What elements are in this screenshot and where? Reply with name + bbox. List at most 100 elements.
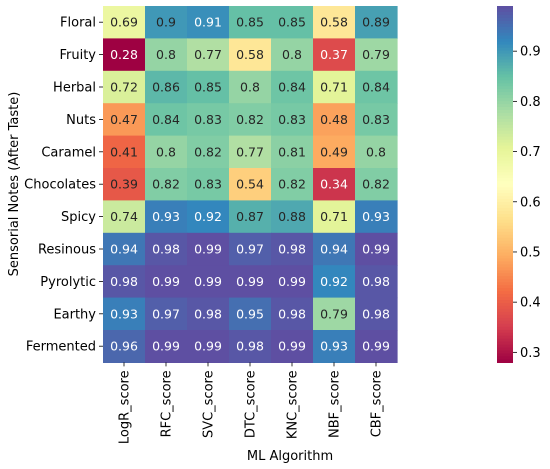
cell-value-label: 0.83 [278,112,306,127]
heatmap-cell [271,70,314,104]
colorbar-segment [497,246,513,251]
y-tick-label: Pyrolytic [40,275,96,290]
cell-value-label: 0.98 [110,274,138,289]
heatmap-cell [187,103,230,137]
y-tick-label: Chocolates [24,178,96,193]
heatmap-cell [145,265,188,299]
colorbar-segment [497,14,513,19]
colorbar-segment [497,311,513,316]
colorbar-segment [497,219,513,224]
colorbar-segment [497,335,513,340]
heatmap-cell [355,168,398,201]
heatmap-cell [271,38,314,72]
colorbar-segment [497,74,513,78]
cell-value-label: 0.99 [362,242,390,257]
colorbar-segment [497,151,513,156]
cell-value-label: 0.84 [362,80,390,95]
colorbar-segment [497,44,513,49]
cell-value-label: 0.98 [278,306,306,321]
cell-value-label: 0.98 [194,306,222,321]
heatmap-cell [313,38,356,72]
heatmap-cell [229,232,272,266]
colorbar-segment [497,285,513,289]
cell-value-label: 0.95 [236,306,264,321]
cell-value-label: 0.84 [152,112,180,127]
cell-value-label: 0.8 [366,144,386,159]
heatmap-cell [313,70,356,104]
colorbar-segment [497,294,513,298]
colorbar-segment [497,234,513,239]
colorbar-segment [497,326,513,331]
heatmap-cell [103,6,146,39]
colorbar-segment [497,121,513,126]
colorbar-segment [497,26,513,31]
cell-value-label: 0.9 [156,15,176,30]
heatmap-cell [355,200,398,234]
colorbar-segment [497,92,513,96]
cell-value-label: 0.49 [320,144,348,159]
heatmap-cell [145,297,188,331]
cell-value-label: 0.93 [320,339,348,354]
colorbar-segment [497,172,513,176]
colorbar-segment [497,104,513,108]
colorbar-segment [497,282,513,286]
cell-value-label: 0.82 [236,112,264,127]
colorbar-segment [497,130,513,135]
heatmap-cell [187,265,230,299]
cell-value-label: 0.48 [320,112,348,127]
colorbar-segment [497,228,513,233]
cell-value-label: 0.93 [362,209,390,224]
x-tick-label: NBF_score [328,370,343,438]
heatmap-cell [187,6,230,39]
colorbar-segment [497,258,513,263]
colorbar-segment [497,62,513,66]
colorbar-segment [497,199,513,203]
heatmap-cell [271,200,314,234]
colorbar-segment [497,216,513,221]
heatmap-cell [313,6,356,39]
colorbar-segment [497,359,513,363]
heatmap-cell [229,297,272,331]
colorbar-segment [497,305,513,310]
colorbar-segment [497,77,513,81]
cell-value-label: 0.58 [236,47,264,62]
cell-value-label: 0.77 [236,144,264,159]
cell-value-label: 0.79 [362,47,390,62]
cell-value-label: 0.99 [152,339,180,354]
colorbar-segment [497,47,513,52]
heatmap-cell [145,200,188,234]
cell-value-label: 0.98 [278,242,306,257]
cell-value-label: 0.8 [240,80,260,95]
colorbar-segment [497,196,513,200]
cell-value-label: 0.99 [236,274,264,289]
heatmap-cell [355,135,398,169]
heatmap-cell [271,168,314,201]
cell-value-label: 0.97 [152,306,180,321]
colorbar-segment [497,347,513,352]
heatmap-cell [103,70,146,104]
colorbar-segment [497,178,513,182]
x-axis-label: ML Algorithm [247,449,333,464]
colorbar-segment [497,154,513,159]
cell-value-label: 0.93 [110,306,138,321]
cell-value-label: 0.99 [194,242,222,257]
colorbar-segment [497,202,513,206]
x-tick-label: LogR_score [118,370,133,444]
cell-value-label: 0.99 [278,339,306,354]
heatmap-cell [271,135,314,169]
colorbar-segment [497,56,513,61]
heatmap-cell [313,200,356,234]
colorbar-segment [497,35,513,40]
colorbar-segment [497,323,513,328]
heatmap-cell [355,297,398,331]
x-tick-label: KNC_score [286,370,301,439]
cell-value-label: 0.83 [194,112,222,127]
colorbar-segment [497,133,513,138]
cell-value-label: 0.71 [320,80,348,95]
heatmap-cell [355,103,398,137]
cell-value-label: 0.98 [152,242,180,257]
cell-value-label: 0.83 [194,177,222,192]
cell-value-label: 0.82 [152,177,180,192]
colorbar-segment [497,308,513,313]
